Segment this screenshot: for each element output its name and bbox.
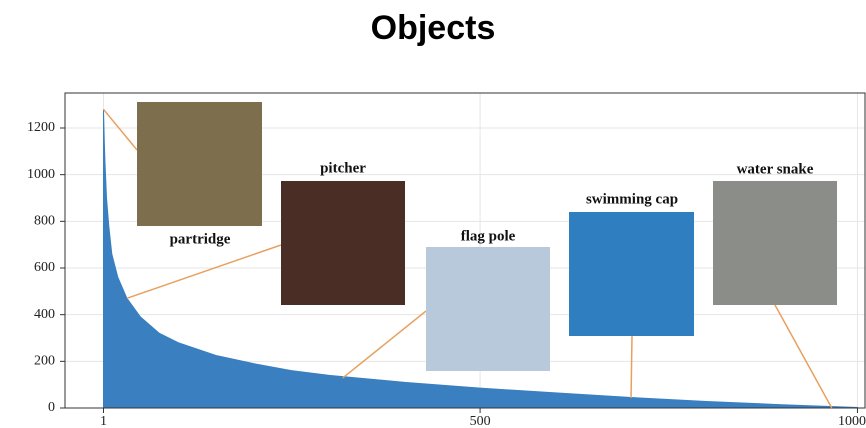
annotation-label: pitcher: [320, 160, 366, 176]
annotation-image: [281, 181, 405, 305]
annotation-image: [137, 102, 262, 226]
leader-line: [103, 109, 137, 150]
leader-line: [343, 311, 426, 378]
y-tick-label: 1000: [27, 167, 55, 182]
annotation-label: flag pole: [461, 228, 516, 244]
annotation-label: water snake: [737, 161, 814, 177]
annotation-label: swimming cap: [586, 191, 678, 207]
annotation-image: [426, 247, 550, 371]
leader-line: [775, 305, 832, 408]
leader-line: [631, 336, 632, 398]
y-tick-label: 400: [34, 307, 55, 322]
annotation-label: partridge: [170, 231, 231, 247]
x-tick-label: 1: [100, 414, 107, 428]
y-tick-label: 200: [34, 354, 55, 369]
y-tick-label: 800: [34, 214, 55, 229]
chart: Objects partridge pitcher flag pole swimmin…: [0, 0, 866, 428]
leader-line: [127, 245, 281, 298]
y-tick-label: 0: [48, 400, 55, 415]
annotation-image: [713, 181, 837, 305]
page: {"chart_data": {"type": "area", "title":…: [0, 0, 866, 428]
x-tick-label: 1000: [838, 414, 866, 428]
annotation-image: [569, 212, 694, 336]
x-tick-label: 500: [470, 414, 491, 428]
y-tick-label: 600: [34, 260, 55, 275]
chart-title: Objects: [371, 9, 496, 47]
y-tick-label: 1200: [27, 120, 55, 135]
